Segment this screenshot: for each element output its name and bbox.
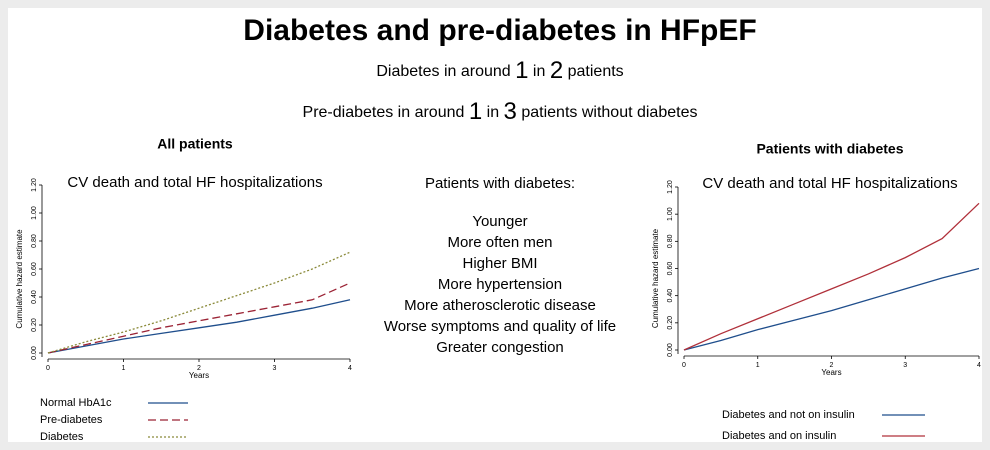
legend-label: Diabetes and not on insulin — [722, 409, 855, 421]
y-tick-label: 1.20 — [667, 180, 674, 194]
panel — [8, 8, 982, 442]
x-tick-label: 4 — [977, 362, 981, 369]
chart-title: CV death and total HF hospitalizations — [702, 175, 957, 192]
chart-heading: All patients — [157, 136, 233, 152]
list-heading: Patients with diabetes: — [425, 175, 575, 192]
subtitle-segment: 3 — [504, 98, 517, 125]
main-title: Diabetes and pre-diabetes in HFpEF — [243, 14, 756, 47]
x-tick-label: 0 — [682, 362, 686, 369]
subtitle-segment: in — [528, 63, 549, 80]
y-tick-label: 0.60 — [31, 262, 38, 276]
list-item: More hypertension — [438, 276, 562, 293]
y-tick-label: 0.40 — [667, 289, 674, 303]
list-item: More often men — [447, 234, 552, 251]
list-item: Younger — [472, 213, 527, 230]
x-tick-label: 1 — [756, 362, 760, 369]
subtitle-segment: Pre-diabetes in around — [303, 104, 469, 121]
list-item: Higher BMI — [462, 255, 537, 272]
y-tick-label: 1.20 — [31, 178, 38, 192]
series-line — [47, 251, 351, 354]
y-axis-label: Cumulative hazard estimate — [15, 229, 24, 329]
x-tick-label: 3 — [903, 362, 907, 369]
subtitle-line: Diabetes in around 1 in 2 patients — [376, 57, 623, 84]
y-tick-label: 0.20 — [667, 316, 674, 330]
chart-heading: Patients with diabetes — [756, 141, 903, 157]
x-tick-label: 0 — [46, 365, 50, 372]
y-tick-label: 0.00 — [31, 346, 38, 360]
chart-title: CV death and total HF hospitalizations — [67, 174, 322, 191]
y-tick-label: 0.60 — [667, 262, 674, 276]
subtitle-segment: 1 — [515, 57, 528, 84]
legend-label: Normal HbA1c — [40, 397, 112, 409]
subtitle-segment: in — [482, 104, 503, 121]
x-tick-label: 2 — [197, 365, 201, 372]
x-tick-label: 3 — [273, 365, 277, 372]
y-tick-label: 0.20 — [31, 318, 38, 332]
list-item: Worse symptoms and quality of life — [384, 318, 616, 335]
x-tick-label: 4 — [348, 365, 352, 372]
y-tick-label: 1.00 — [667, 207, 674, 221]
subtitle-segment: patients — [563, 63, 623, 80]
subtitle-segment: patients without diabetes — [517, 104, 698, 121]
x-axis-label: Years — [821, 368, 841, 377]
y-tick-label: 1.00 — [31, 206, 38, 220]
series-line — [47, 282, 351, 354]
series-line — [47, 299, 351, 354]
legend-label: Diabetes and on insulin — [722, 430, 836, 442]
x-tick-label: 1 — [122, 365, 126, 372]
subtitle-segment: 1 — [469, 98, 482, 125]
y-axis-label: Cumulative hazard estimate — [651, 228, 660, 328]
y-tick-label: 0.40 — [31, 290, 38, 304]
series-line — [683, 202, 980, 351]
subtitle-segment: Diabetes in around — [376, 63, 515, 80]
x-tick-label: 2 — [830, 362, 834, 369]
x-axis-label: Years — [189, 371, 209, 380]
y-tick-label: 0.80 — [667, 234, 674, 248]
y-tick-label: 0.80 — [31, 234, 38, 248]
y-tick-label: 0.00 — [667, 343, 674, 357]
legend-label: Diabetes — [40, 431, 84, 443]
series-line — [683, 267, 980, 351]
list-item: Greater congestion — [436, 339, 564, 356]
legend-label: Pre-diabetes — [40, 414, 103, 426]
list-item: More atherosclerotic disease — [404, 297, 596, 314]
subtitle-segment: 2 — [550, 57, 563, 84]
subtitle-line: Pre-diabetes in around 1 in 3 patients w… — [303, 98, 698, 125]
